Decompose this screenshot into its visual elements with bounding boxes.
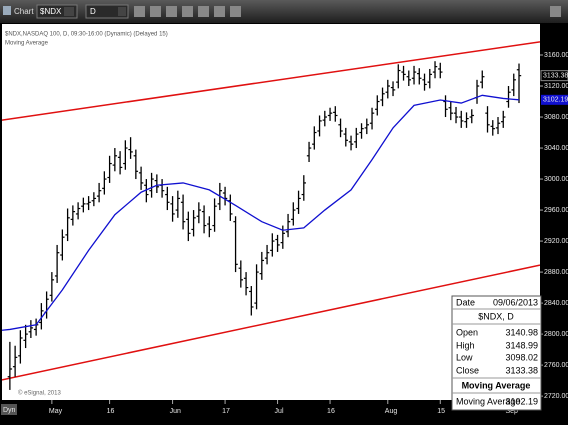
toolbar-icons xyxy=(134,6,561,17)
tool-button[interactable] xyxy=(214,6,225,17)
overlay-tag: 3102.19 xyxy=(543,97,568,104)
info-label: Close xyxy=(456,365,479,375)
overlay-legend: Moving Average xyxy=(5,41,49,47)
range-button[interactable] xyxy=(1,404,17,415)
tool-button[interactable] xyxy=(230,6,241,17)
range-button-label[interactable]: Dyn xyxy=(3,407,16,414)
x-tick-label: Jun xyxy=(170,408,181,415)
y-tick-label: 3000.00 xyxy=(544,176,568,183)
scroll-button[interactable] xyxy=(550,6,561,17)
y-tick-label: 2720.00 xyxy=(544,393,568,400)
info-value: 3140.98 xyxy=(505,327,538,337)
y-tick-label: 2960.00 xyxy=(544,207,568,214)
x-tick-label: Sep xyxy=(506,408,519,415)
info-overlay-title: Moving Average xyxy=(462,380,531,390)
info-label: Date xyxy=(456,297,475,307)
info-label: Moving Average xyxy=(456,396,520,406)
moving-average-line xyxy=(2,94,520,331)
x-tick-label: Jul xyxy=(275,408,284,415)
symbol-dropdown[interactable] xyxy=(64,7,74,16)
info-value: 3098.02 xyxy=(505,352,538,362)
tool-button[interactable] xyxy=(134,6,145,17)
y-tick-label: 2800.00 xyxy=(544,331,568,338)
info-value: 3133.38 xyxy=(505,365,538,375)
channel-line xyxy=(2,41,540,121)
info-value: 09/06/2013 xyxy=(493,297,538,307)
x-tick-label: May xyxy=(49,408,63,415)
toolbar: Chart $NDX D xyxy=(0,0,568,23)
interval-dropdown[interactable] xyxy=(118,7,126,16)
tool-button[interactable] xyxy=(198,6,209,17)
x-tick-label: 16 xyxy=(107,408,115,415)
x-tick-label: 17 xyxy=(222,408,230,415)
tool-button[interactable] xyxy=(150,6,161,17)
y-tick-label: 2760.00 xyxy=(544,362,568,369)
info-value: 3102.19 xyxy=(505,396,538,406)
watermark: © eSignal, 2013 xyxy=(18,390,61,397)
channel-line xyxy=(2,264,540,381)
interval-text[interactable]: D xyxy=(90,7,96,16)
close-tag-bg xyxy=(540,70,568,82)
interval-input[interactable] xyxy=(85,4,129,19)
info-label: Open xyxy=(456,327,478,337)
info-label: High xyxy=(456,340,475,350)
y-tick-label: 3120.00 xyxy=(544,83,568,90)
window-title: Chart xyxy=(14,7,34,16)
y-tick-label: 2880.00 xyxy=(544,269,568,276)
plot-area xyxy=(2,41,540,390)
symbol-text[interactable]: $NDX xyxy=(40,7,62,16)
x-tick-label: 15 xyxy=(437,408,445,415)
y-tick-label: 2920.00 xyxy=(544,238,568,245)
x-tick-label: Aug xyxy=(385,408,398,415)
y-tick-label: 3080.00 xyxy=(544,114,568,121)
x-tick-label: 16 xyxy=(327,408,335,415)
info-value: 3148.99 xyxy=(505,340,538,350)
info-box: Date 09/06/2013 $NDX, D Open 3140.98 Hig… xyxy=(451,295,542,411)
overlay-tag-bg xyxy=(541,94,568,105)
window-icon xyxy=(3,6,11,15)
axes: 3160.00 3120.00 3080.00 3040.00 3000.00 2960.… xyxy=(1,52,568,415)
tool-button[interactable] xyxy=(182,6,193,17)
y-tick-label: 3160.00 xyxy=(544,52,568,59)
y-tick-label: 2840.00 xyxy=(544,300,568,307)
y-tick-label: 3040.00 xyxy=(544,145,568,152)
plot-bg xyxy=(2,24,540,400)
close-tag: 3133.38 xyxy=(543,72,568,79)
info-symbol: $NDX, D xyxy=(478,311,514,321)
chart-title: $NDX,NASDAQ 100, D, 09:30-16:00 (Dynamic… xyxy=(5,32,168,38)
info-label: Low xyxy=(456,352,473,362)
toolbar-bg xyxy=(0,0,568,23)
tool-button[interactable] xyxy=(166,6,177,17)
info-box-bg xyxy=(451,295,542,411)
